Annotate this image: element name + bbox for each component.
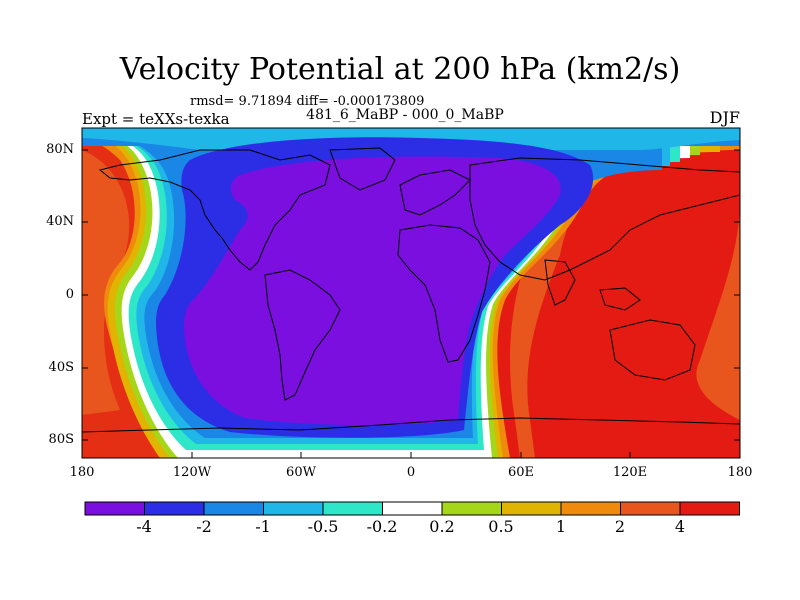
colorbar-swatch xyxy=(322,501,383,516)
colorbar-swatch xyxy=(263,501,324,516)
colorbar-swatch xyxy=(382,501,443,516)
velocity-potential-field xyxy=(82,128,740,458)
colorbar-label: 4 xyxy=(674,517,686,536)
x-tick-label: 120W xyxy=(172,465,212,480)
colorbar-label: 0.5 xyxy=(488,517,514,536)
colorbar-label: 2 xyxy=(614,517,626,536)
colorbar-label: -1 xyxy=(255,517,271,536)
colorbar-label: -0.2 xyxy=(366,517,398,536)
colorbar-swatch xyxy=(84,501,145,516)
colorbar-swatch xyxy=(501,501,562,516)
comparison-label: 481_6_MaBP - 000_0_MaBP xyxy=(306,107,504,123)
colorbar-label: 0.2 xyxy=(429,517,455,536)
x-tick-label: 120E xyxy=(612,465,648,480)
colorbar-label: -2 xyxy=(196,517,212,536)
y-tick-label: 40S xyxy=(48,360,74,375)
x-tick-label: 180 xyxy=(69,465,95,480)
colorbar-swatch xyxy=(144,501,205,516)
x-tick-label: 60E xyxy=(507,465,535,480)
colorbar-swatch xyxy=(620,501,681,516)
colorbar-swatch xyxy=(560,501,621,516)
x-tick-label: 180 xyxy=(727,465,753,480)
colorbar xyxy=(84,501,740,516)
colorbar-swatch xyxy=(203,501,264,516)
y-tick-label: 0 xyxy=(65,287,74,302)
colorbar-label: -4 xyxy=(136,517,152,536)
x-tick-label: 0 xyxy=(406,465,416,480)
y-tick-label: 80N xyxy=(46,142,74,157)
y-tick-label: 40N xyxy=(46,214,74,229)
season-label: DJF xyxy=(709,108,740,127)
x-axis-ticks xyxy=(81,452,741,458)
y-tick-label: 80S xyxy=(48,432,74,447)
colorbar-label: -0.5 xyxy=(307,517,339,536)
colorbar-swatch xyxy=(441,501,502,516)
stats-label: rmsd= 9.71894 diff= -0.000173809 xyxy=(190,94,425,109)
map-title: Velocity Potential at 200 hPa (km2/s) xyxy=(119,52,681,87)
x-tick-label: 60W xyxy=(286,465,316,480)
colorbar-swatch xyxy=(679,501,740,516)
colorbar-label: 1 xyxy=(555,517,567,536)
y-axis-ticks xyxy=(82,149,740,441)
continent-outlines xyxy=(82,147,740,433)
experiment-label: Expt = teXXs-texka xyxy=(82,110,230,128)
